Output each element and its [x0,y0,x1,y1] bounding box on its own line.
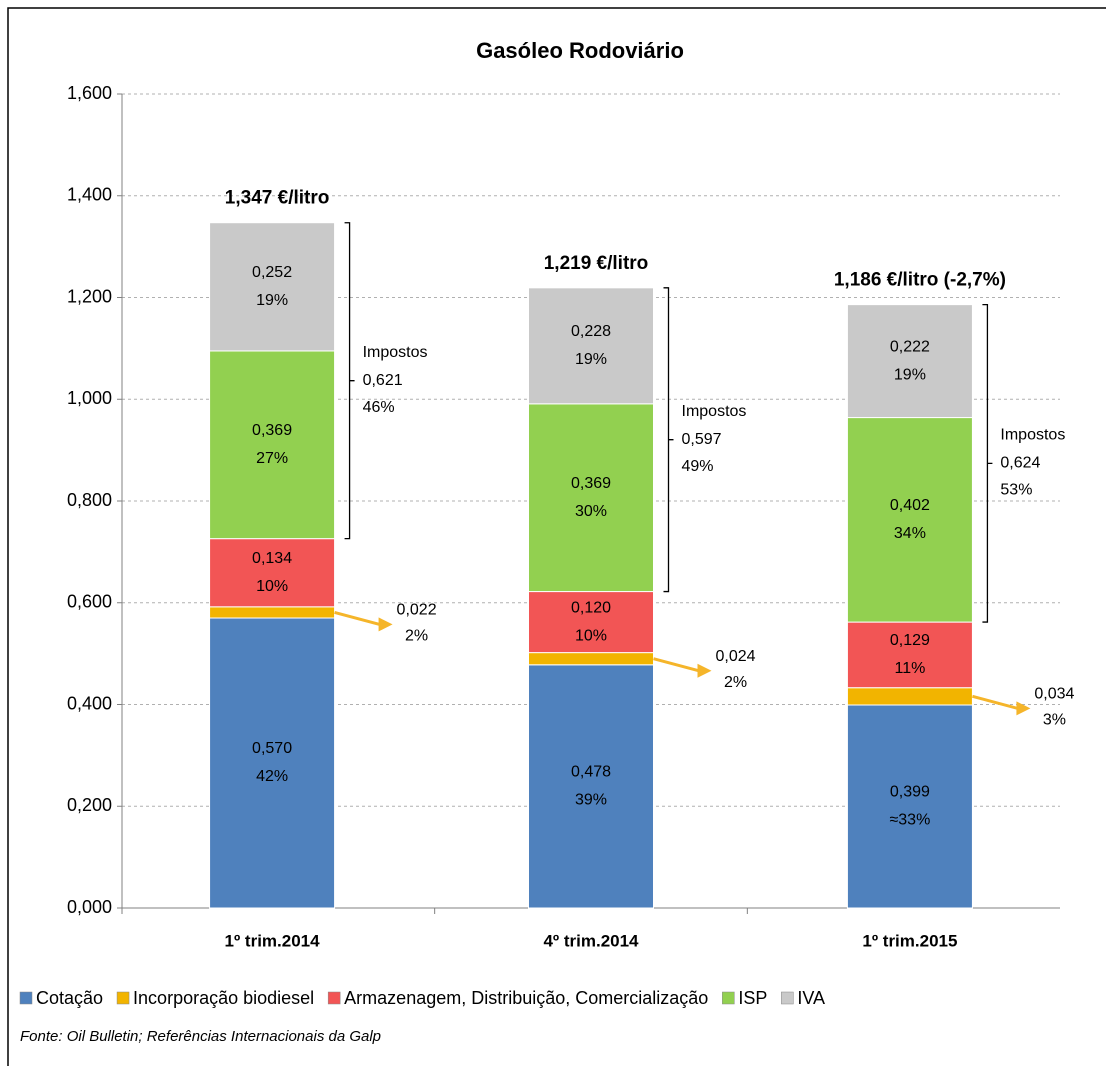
y-tick-label: 0,000 [67,897,112,917]
legend-swatch [19,991,33,1005]
x-tick-label: 1º trim.2014 [225,931,321,950]
bar-segment [846,417,973,623]
total-label: 1,186 €/litro (-2,7%) [834,270,1006,291]
y-tick-label: 1,000 [67,388,112,408]
y-tick-label: 0,800 [67,490,112,510]
percent-label: 10% [256,578,288,595]
value-label: 0,369 [571,475,611,492]
percent-label: 11% [894,660,925,677]
tax-percent: 53% [1000,482,1032,499]
bar-segment [528,652,654,666]
total-label: 1,219 €/litro [544,253,649,274]
tax-bracket [663,287,674,593]
callout-arrow [972,694,1018,710]
bar-segment [209,538,336,608]
value-label: 0,402 [890,497,930,514]
percent-label: 30% [575,503,607,520]
value-label: 0,120 [571,599,611,616]
legend-label: Armazenagem, Distribuição, Comercializaç… [344,988,708,1008]
value-label: 0,034 [1034,686,1074,703]
percent-label: 2% [405,628,428,645]
tax-label: Impostos [363,344,428,361]
y-tick-label: 1,600 [67,83,112,103]
value-label: 0,222 [890,338,930,355]
bar-segment [209,606,336,619]
value-label: 0,134 [252,550,292,567]
tax-bracket [982,303,993,623]
tax-percent: 49% [682,458,714,475]
bar-segment [209,222,336,352]
y-tick-label: 0,600 [67,592,112,612]
value-label: 0,252 [252,264,292,281]
bar-segment [528,664,654,909]
value-label: 0,129 [890,632,930,649]
percent-label: 19% [575,351,607,368]
chart-title: Gasóleo Rodoviário [476,38,684,63]
bar-segment [209,617,336,909]
source: Fonte: Oil Bulletin; Referências Interna… [20,1028,381,1045]
bar-segment [846,704,973,909]
bar-segment [528,403,654,593]
tax-value: 0,621 [363,372,403,389]
bar-segment [528,287,654,405]
percent-label: 42% [256,768,288,785]
legend-label: Cotação [36,988,103,1008]
legend-label: IVA [797,988,825,1008]
value-label: 0,024 [715,648,755,665]
tax-bracket [344,222,355,540]
tax-label: Impostos [682,403,747,420]
percent-label: 39% [575,792,607,809]
tax-value: 0,597 [682,431,722,448]
percent-label: 19% [256,292,288,309]
callout-arrowhead [697,663,712,678]
percent-label: ≈33% [890,812,931,829]
percent-label: 3% [1043,712,1066,729]
percent-label: 2% [724,674,747,691]
y-tick-label: 1,200 [67,286,112,306]
bar-segment [846,687,973,706]
total-label: 1,347 €/litro [225,188,330,209]
value-label: 0,399 [890,784,930,801]
legend-swatch [327,991,341,1005]
callout-arrow [334,610,380,626]
percent-label: 10% [575,627,607,644]
legend-label: ISP [738,988,767,1008]
tax-value: 0,624 [1000,455,1040,472]
percent-label: 19% [894,366,926,383]
bar-segment [209,350,336,540]
value-label: 0,570 [252,740,292,757]
x-tick-label: 1º trim.2015 [862,931,957,950]
percent-label: 27% [256,450,288,467]
tax-label: Impostos [1000,427,1065,444]
y-tick-label: 0,200 [67,795,112,815]
tax-percent: 46% [363,399,395,416]
legend-swatch [722,991,735,1005]
legend-swatch [781,991,794,1005]
y-tick-label: 1,400 [67,185,112,205]
x-tick-label: 4º trim.2014 [543,931,639,950]
callout-arrowhead [1016,701,1031,716]
value-label: 0,228 [571,323,611,340]
y-tick-label: 0,400 [67,693,112,713]
percent-label: 34% [894,525,926,542]
callout-arrow [653,657,699,673]
bar-segment [528,591,654,654]
legend-swatch [116,991,130,1005]
bar-segment [846,304,973,419]
bar-segment [846,621,973,689]
value-label: 0,478 [571,764,611,781]
value-label: 0,022 [397,602,437,619]
legend-label: Incorporação biodiesel [133,988,314,1008]
callout-arrowhead [378,617,393,632]
value-label: 0,369 [252,422,292,439]
